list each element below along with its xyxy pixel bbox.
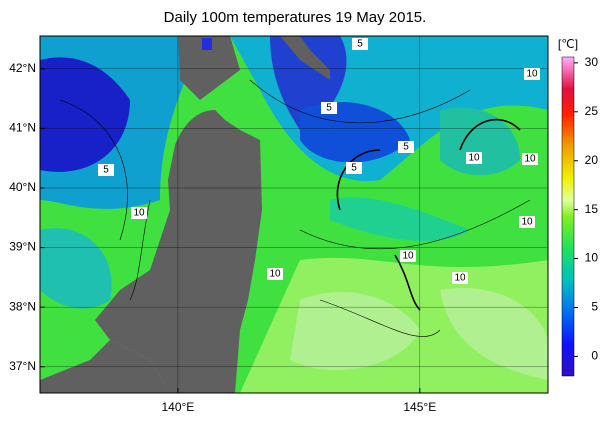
contour-label-box xyxy=(524,68,540,80)
contour-label-box xyxy=(519,216,535,228)
y-tick-label: 42°N xyxy=(9,61,36,75)
contour-label: 10 xyxy=(454,273,466,284)
contour-label: 10 xyxy=(524,154,536,165)
temperature-field xyxy=(40,36,548,393)
y-tick-label: 39°N xyxy=(9,240,36,254)
contour-label: 5 xyxy=(103,165,109,176)
colorbar-tick-label: 15 xyxy=(585,202,599,216)
contour-label: 5 xyxy=(357,39,363,50)
y-tick-label: 38°N xyxy=(9,299,36,313)
colorbar-tick-label: 30 xyxy=(585,55,599,69)
contour-label-box xyxy=(267,268,283,280)
contour-label: 5 xyxy=(403,142,409,153)
contour-label: 10 xyxy=(526,69,538,80)
colorbar-tick-label: 10 xyxy=(585,251,599,265)
contour-label-box xyxy=(346,162,362,174)
contour-label-box xyxy=(466,152,482,164)
contour-label-box xyxy=(321,102,337,114)
contour-label-box xyxy=(352,38,368,50)
contour-label: 10 xyxy=(521,217,533,228)
contour-label-box xyxy=(522,153,538,165)
map-frame xyxy=(39,35,549,394)
contour-label-box xyxy=(98,164,114,176)
contour-label-box xyxy=(452,272,468,284)
contour-label: 5 xyxy=(351,163,357,174)
contour-label-box xyxy=(131,207,147,219)
y-tick-label: 40°N xyxy=(9,180,36,194)
colorbar-tick-label: 20 xyxy=(585,153,599,167)
contour-label: 10 xyxy=(402,251,414,262)
x-tick-label: 145°E xyxy=(403,400,436,414)
colorbar-tick-label: 0 xyxy=(591,349,598,363)
colorbar-tick-label: 5 xyxy=(591,300,598,314)
x-tick-label: 140°E xyxy=(161,400,194,414)
y-tick-label: 41°N xyxy=(9,121,36,135)
contour-label: 5 xyxy=(326,103,332,114)
colorbar-tick-label: 25 xyxy=(585,104,599,118)
title: Daily 100m temperatures 19 May 2015. xyxy=(164,9,427,26)
contour-label: 10 xyxy=(269,269,281,280)
contour-label: 10 xyxy=(468,153,480,164)
contour-label: 10 xyxy=(133,208,145,219)
contour-label-box xyxy=(398,141,414,153)
colorbar xyxy=(561,56,575,377)
y-tick-label: 37°N xyxy=(9,359,36,373)
colorbar-label: [℃] xyxy=(558,37,578,51)
contour-label-box xyxy=(400,250,416,262)
